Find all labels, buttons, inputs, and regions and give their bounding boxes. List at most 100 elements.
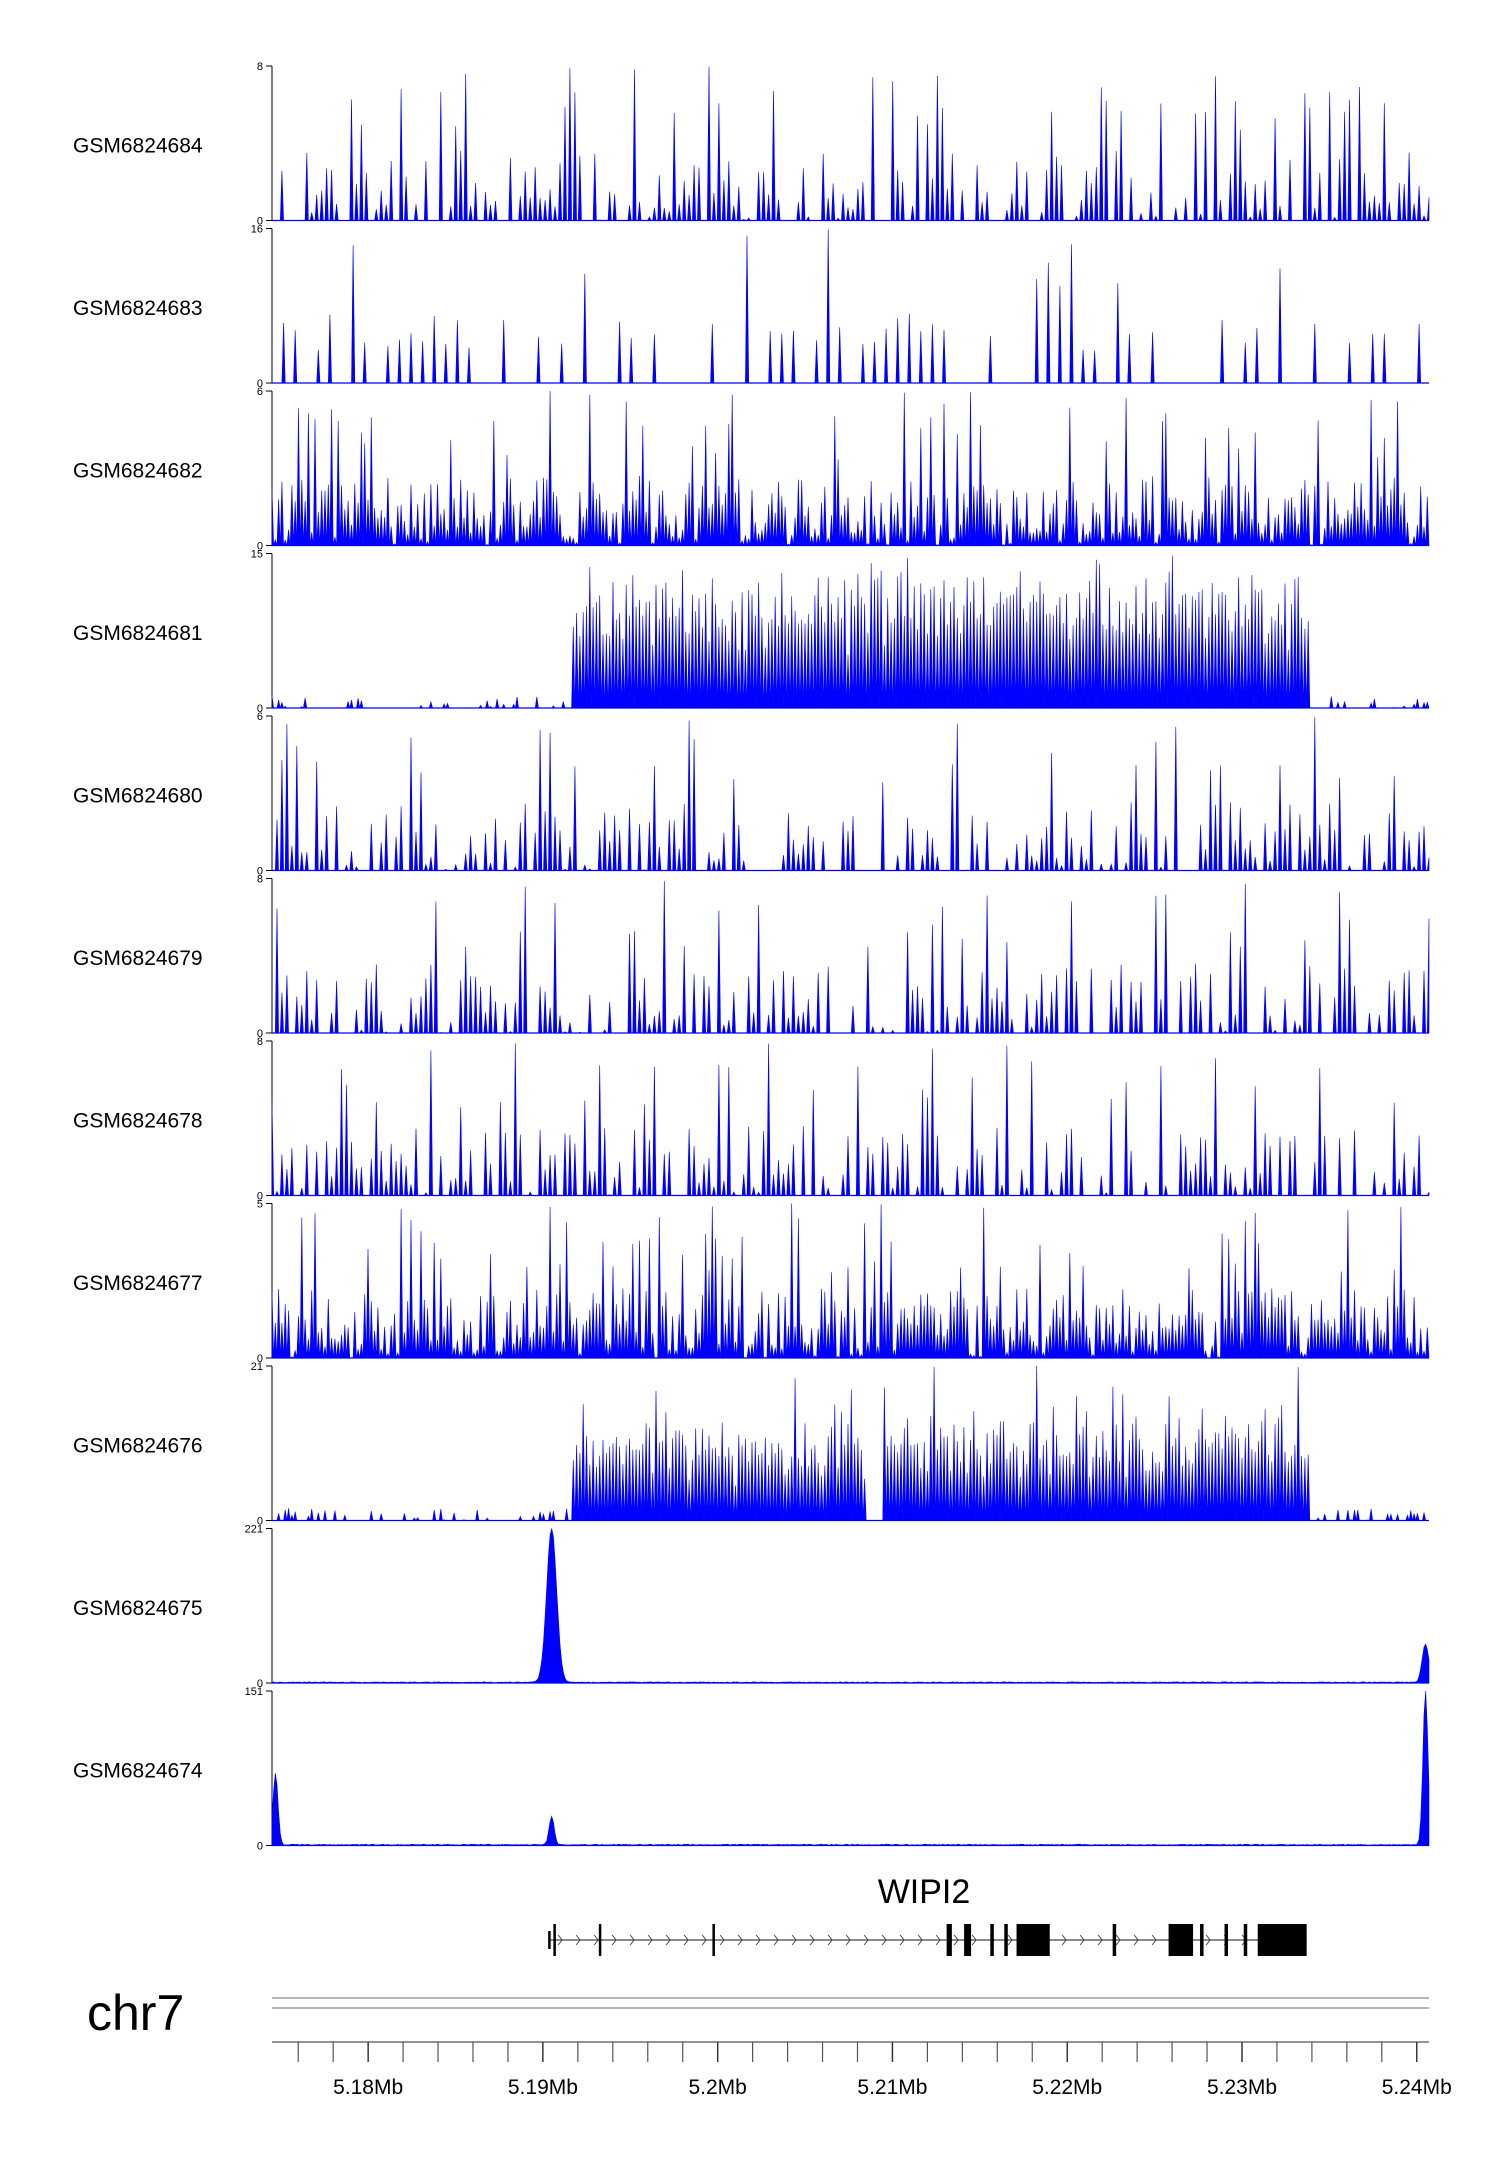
- coverage-area: [271, 1690, 1430, 1846]
- track-label: GSM6824675: [73, 1597, 203, 1620]
- track-GSM6824679: GSM6824679 8 0: [73, 874, 1430, 1040]
- exon: [598, 1924, 602, 1956]
- track-label: GSM6824677: [73, 1272, 203, 1295]
- strand-arrow: [917, 1934, 923, 1946]
- ymin-label: 0: [257, 1516, 263, 1528]
- strand-arrow: [809, 1934, 815, 1946]
- ymin-label: 0: [257, 1191, 263, 1203]
- x-tick-label: 5.18Mb: [333, 2076, 403, 2099]
- track-GSM6824677: GSM6824677 5 0: [73, 1199, 1430, 1365]
- ymin-label: 0: [257, 866, 263, 878]
- exon: [553, 1924, 556, 1956]
- ymin-label: 0: [257, 1678, 263, 1690]
- track-label: GSM6824684: [73, 134, 203, 157]
- strand-arrow: [719, 1934, 725, 1946]
- exon: [1168, 1924, 1194, 1956]
- track-GSM6824684: GSM6824684 8 0: [73, 61, 1430, 228]
- coverage-area: [272, 1365, 1429, 1522]
- ymax-label: 16: [251, 224, 263, 236]
- ymax-label: 15: [251, 549, 263, 561]
- strand-arrow: [1115, 1934, 1121, 1946]
- strand-arrow: [1061, 1934, 1067, 1946]
- ymin-label: 0: [257, 703, 263, 715]
- strand-arrow: [827, 1934, 833, 1946]
- strand-arrow: [683, 1934, 689, 1946]
- strand-arrow: [845, 1934, 851, 1946]
- strand-arrow: [1151, 1934, 1157, 1946]
- x-tick-label: 5.23Mb: [1207, 2076, 1277, 2099]
- track-label: GSM6824680: [73, 784, 203, 807]
- ymin-label: 0: [257, 216, 263, 228]
- strand-arrow: [1205, 1934, 1211, 1946]
- track-GSM6824674: GSM6824674 151 0: [73, 1686, 1430, 1853]
- strand-arrow: [1007, 1934, 1013, 1946]
- strand-arrow: [953, 1934, 959, 1946]
- x-tick-label: 5.22Mb: [1032, 2076, 1102, 2099]
- exon: [990, 1924, 994, 1956]
- coverage-area: [272, 66, 1430, 221]
- x-tick-label: 5.21Mb: [857, 2076, 927, 2099]
- ymin-label: 0: [257, 378, 263, 390]
- track-label: GSM6824681: [73, 622, 203, 645]
- ymin-label: 0: [257, 1841, 263, 1853]
- exon: [1112, 1924, 1117, 1956]
- strand-arrow: [899, 1934, 905, 1946]
- strand-arrow: [755, 1934, 761, 1946]
- coverage-area: [271, 1203, 1430, 1360]
- strand-arrow: [1133, 1934, 1139, 1946]
- exon: [1224, 1924, 1229, 1956]
- track-label: GSM6824682: [73, 459, 203, 482]
- strand-arrow: [863, 1934, 869, 1946]
- exon: [964, 1924, 972, 1956]
- ymin-label: 0: [257, 1028, 263, 1040]
- coverage-area: [271, 391, 1430, 547]
- ymax-label: 21: [251, 1361, 263, 1373]
- exon: [1200, 1924, 1204, 1956]
- track-GSM6824681: GSM6824681 15 0: [73, 549, 1430, 715]
- coverage-area: [272, 881, 1430, 1034]
- strand-arrow: [737, 1934, 743, 1946]
- strand-arrow: [773, 1934, 779, 1946]
- ymax-label: 221: [245, 1524, 263, 1536]
- strand-arrow: [1097, 1934, 1103, 1946]
- strand-arrow: [575, 1934, 581, 1946]
- x-tick-label: 5.24Mb: [1382, 2076, 1452, 2099]
- strand-arrow: [629, 1934, 635, 1946]
- exon: [548, 1931, 551, 1949]
- track-GSM6824675: GSM6824675 221 0: [73, 1524, 1430, 1690]
- exon: [1016, 1924, 1050, 1956]
- strand-arrow: [665, 1934, 671, 1946]
- ymax-label: 6: [257, 711, 263, 723]
- track-GSM6824683: GSM6824683 16 0: [73, 224, 1429, 390]
- ymax-label: 151: [245, 1686, 263, 1698]
- ymin-label: 0: [257, 541, 263, 553]
- strand-arrow: [611, 1934, 617, 1946]
- ymax-label: 5: [257, 1199, 263, 1211]
- genome-axis: chr7 5.18Mb 5.19Mb 5.2Mb 5.21Mb 5.22Mb 5.23Mb 5…: [87, 1985, 1452, 2099]
- x-tick-label: 5.19Mb: [508, 2076, 578, 2099]
- exon: [1004, 1924, 1008, 1956]
- strand-arrow: [701, 1934, 707, 1946]
- track-label: GSM6824674: [73, 1759, 203, 1782]
- strand-arrow: [593, 1934, 599, 1946]
- track-label: GSM6824678: [73, 1109, 203, 1132]
- strand-arrow: [791, 1934, 797, 1946]
- exon: [1257, 1924, 1307, 1956]
- strand-arrow: [647, 1934, 653, 1946]
- ymin-label: 0: [257, 1353, 263, 1365]
- gene-label: WIPI2: [878, 1873, 971, 1911]
- ymax-label: 6: [257, 386, 263, 398]
- strand-arrow: [1079, 1934, 1085, 1946]
- ymax-label: 8: [257, 1036, 263, 1048]
- ymax-label: 8: [257, 61, 263, 73]
- track-GSM6824678: GSM6824678 8 0: [73, 1036, 1430, 1203]
- ymax-label: 8: [257, 874, 263, 886]
- coverage-area: [272, 229, 1429, 384]
- track-GSM6824680: GSM6824680 6 0: [73, 711, 1430, 878]
- track-GSM6824676: GSM6824676 21 0: [73, 1361, 1429, 1528]
- chromosome-label: chr7: [87, 1985, 184, 2041]
- coverage-area: [271, 1043, 1430, 1196]
- strand-arrow: [881, 1934, 887, 1946]
- strand-arrow: [935, 1934, 941, 1946]
- exon: [712, 1924, 715, 1956]
